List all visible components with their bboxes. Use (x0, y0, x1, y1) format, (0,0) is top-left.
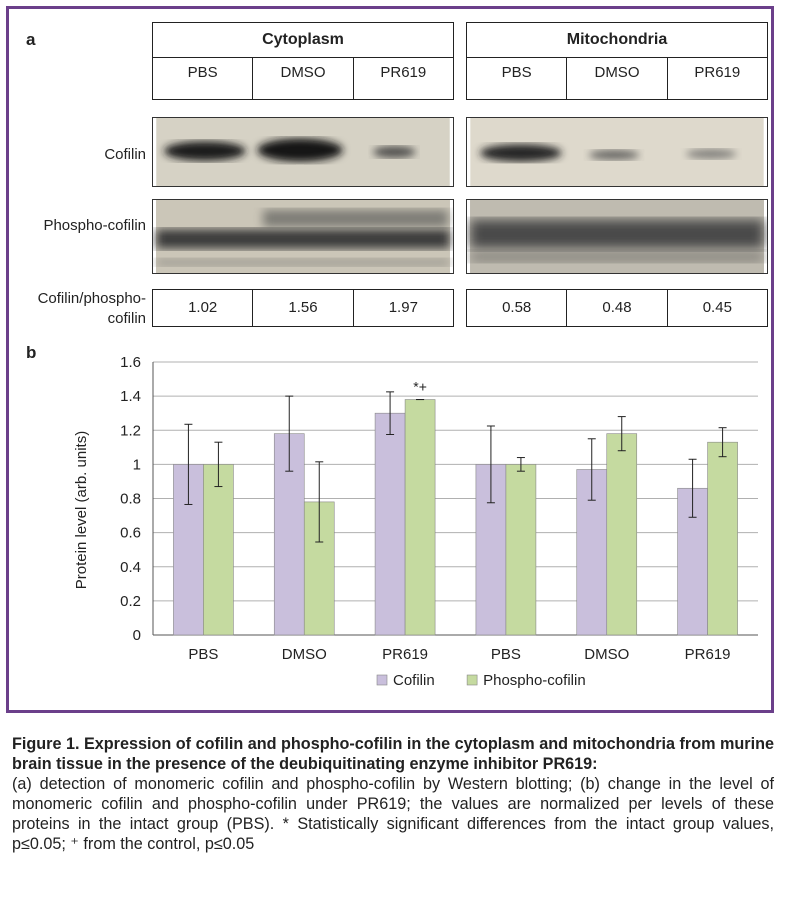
y-tick-label: 0 (133, 627, 141, 644)
x-tick-label: PR619 (382, 646, 428, 663)
y-tick-label: 0.8 (120, 491, 141, 508)
legend-swatch-0 (376, 674, 388, 686)
cyto-col-pbs: PBS (153, 57, 254, 99)
panel-b-letter: b (26, 343, 37, 362)
y-tick-label: 1.4 (120, 388, 141, 405)
chart-annotations: *+ (413, 379, 427, 395)
caption-body: (a) detection of monomeric cofilin and p… (12, 775, 774, 853)
bar-phospho-cofilin-0 (203, 464, 234, 636)
x-tick-label: PR619 (685, 646, 731, 663)
blot-cytoplasm-phospho (152, 199, 454, 274)
legend-swatch-1 (466, 674, 478, 686)
cyto-col-pr619: PR619 (380, 64, 427, 81)
x-tick-label: PBS (188, 646, 218, 663)
bar-phospho-cofilin-4 (606, 433, 638, 636)
chart-y-axis-label: Protein level (arb. units) (73, 431, 90, 589)
mito-col-dmso: DMSO (567, 57, 668, 99)
ratio-cyto-pr619: 1.97 (388, 299, 418, 316)
x-tick-label: PBS (491, 646, 521, 663)
y-tick-label: 1.6 (120, 354, 141, 371)
chart-x-labels: PBS DMSO PR619 PBS DMSO PR619 (188, 646, 730, 663)
ratio-mito-dmso: 0.48 (567, 290, 668, 326)
y-tick-label: 1.2 (120, 422, 141, 439)
bar-phospho-cofilin-2 (404, 399, 436, 636)
mitochondria-header: Mitochondria PBS DMSO PR619 (466, 22, 768, 100)
y-tick-label: 0.6 (120, 525, 141, 542)
ratio-mito-pbs: 0.58 (467, 290, 568, 326)
cytoplasm-header: Cytoplasm PBS DMSO PR619 (152, 22, 454, 100)
panel-a-letter: a (26, 30, 36, 49)
chart-gridlines (152, 361, 758, 636)
mitochondria-title: Mitochondria (467, 23, 767, 58)
chart-legend: Cofilin Phospho-cofilin (376, 672, 586, 689)
legend-label-0: Cofilin (393, 672, 435, 689)
chart-error-bars (184, 391, 727, 543)
chart-y-ticks: 0 0.2 0.4 0.6 0.8 1 1.2 1.4 1.6 (120, 354, 141, 644)
ratio-cytoplasm: 1.02 1.56 1.97 (152, 289, 454, 327)
chart-bars (173, 399, 738, 636)
y-tick-label: 0.4 (120, 559, 141, 576)
cyto-col-dmso: DMSO (253, 57, 354, 99)
row-label-ratio: Cofilin/phospho-cofilin (37, 290, 146, 327)
bar-chart: 0 0.2 0.4 0.6 0.8 1 1.2 1.4 1.6 PBS DMSO PR619 PBS D… (73, 354, 758, 689)
significance-marker: *+ (413, 379, 427, 395)
row-label-cofilin: Cofilin (104, 146, 146, 163)
x-tick-label: DMSO (282, 646, 327, 663)
blot-mitochondria-phospho (466, 199, 768, 274)
mito-col-pr619: PR619 (694, 64, 741, 81)
x-tick-label: DMSO (584, 646, 629, 663)
figure-caption: Figure 1. Expression of cofilin and phos… (12, 734, 774, 854)
legend-label-1: Phospho-cofilin (483, 672, 586, 689)
ratio-cyto-dmso: 1.56 (253, 290, 354, 326)
blot-mitochondria-cofilin (466, 117, 768, 187)
caption-title: Figure 1. Expression of cofilin and phos… (12, 735, 774, 773)
ratio-cyto-pbs: 1.02 (153, 290, 254, 326)
bar-phospho-cofilin-5 (707, 441, 738, 636)
bar-cofilin-2 (374, 412, 406, 636)
ratio-mitochondria: 0.58 0.48 0.45 (466, 289, 768, 327)
row-label-phospho: Phospho-cofilin (43, 217, 146, 234)
mito-col-pbs: PBS (467, 57, 568, 99)
y-tick-label: 0.2 (120, 593, 141, 610)
y-tick-label: 1 (133, 456, 141, 473)
bar-phospho-cofilin-3 (505, 464, 537, 636)
cytoplasm-title: Cytoplasm (153, 23, 453, 58)
blot-cytoplasm-cofilin (152, 117, 454, 187)
ratio-mito-pr619: 0.45 (702, 299, 732, 316)
